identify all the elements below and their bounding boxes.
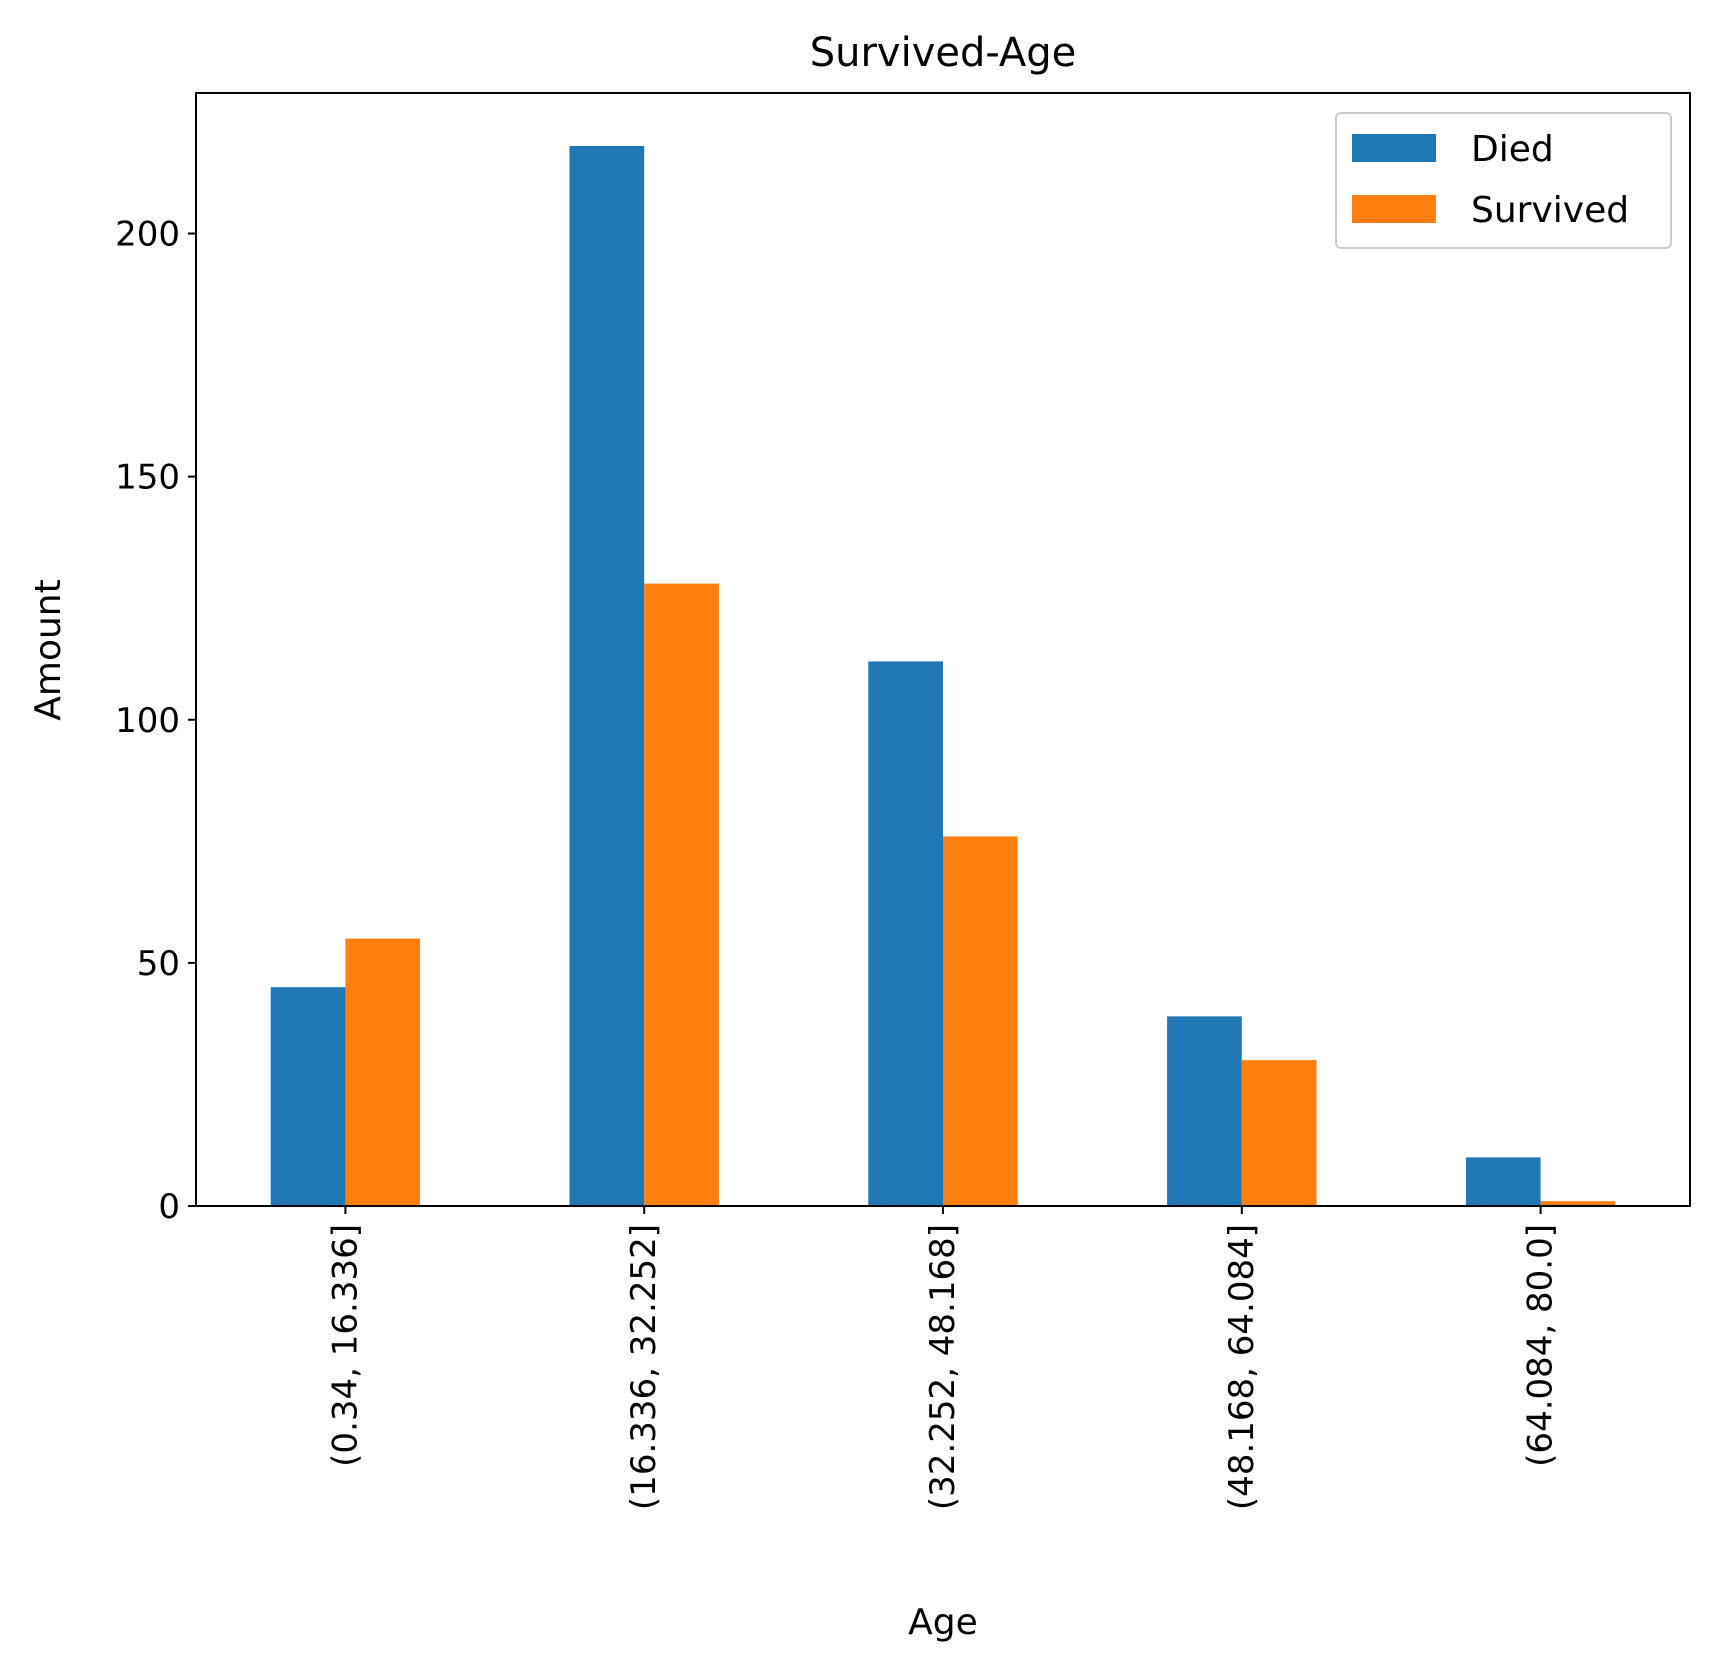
- bar-survived-48-168-64-084: [1241, 1060, 1317, 1206]
- legend: Died Survived: [1335, 112, 1672, 249]
- y-tick-label-150: 150: [115, 458, 180, 498]
- bars-layer: [270, 146, 1616, 1206]
- bar-survived-32-252-48-168: [943, 836, 1018, 1206]
- y-axis-label: Amount: [28, 579, 69, 720]
- x-tick-label-48-168-64-084: (48.168, 64.084]: [1222, 1224, 1262, 1510]
- x-tick-label-64-084-80-0: (64.084, 80.0]: [1521, 1224, 1561, 1467]
- chart-title: Survived-Age: [810, 30, 1077, 76]
- y-tick-label-100: 100: [115, 701, 180, 741]
- bar-died-64-084-80-0: [1465, 1157, 1541, 1206]
- x-tick-label-16-336-32-252: (16.336, 32.252]: [624, 1224, 664, 1510]
- legend-swatch-died: [1352, 134, 1436, 162]
- x-axis-label: Age: [908, 1602, 978, 1643]
- bar-died-48-168-64-084: [1167, 1016, 1242, 1206]
- bar-survived-0-34-16-336: [345, 938, 421, 1206]
- x-tick-label-32-252-48-168: (32.252, 48.168]: [923, 1224, 963, 1510]
- bar-survived-64-084-80-0: [1540, 1201, 1616, 1206]
- y-tick-label-50: 50: [137, 944, 180, 984]
- y-tick-label-0: 0: [158, 1187, 180, 1227]
- legend-label-survived: Survived: [1471, 190, 1629, 231]
- bar-died-0-34-16-336: [270, 987, 346, 1206]
- plot-frame: [195, 92, 1691, 1207]
- bar-died-16-336-32-252: [569, 146, 645, 1206]
- y-tick-label-200: 200: [115, 215, 180, 255]
- legend-swatch-survived: [1352, 195, 1436, 223]
- ticks-layer: 0 50 100 150 200 (0.34, 16.336] (16.336, 32.25…: [115, 215, 1561, 1511]
- x-tick-label-0-34-16-336: (0.34, 16.336]: [325, 1224, 365, 1467]
- bar-survived-16-336-32-252: [644, 583, 719, 1206]
- bar-died-32-252-48-168: [868, 661, 943, 1206]
- legend-label-died: Died: [1471, 129, 1554, 170]
